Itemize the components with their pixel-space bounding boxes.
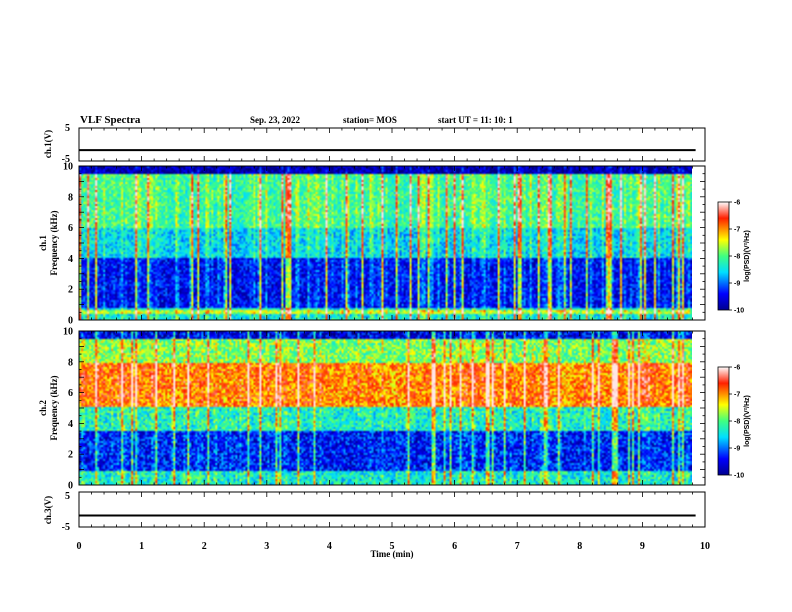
ch2-spectrogram-image: [79, 331, 692, 485]
ch3-voltage-frame: [78, 491, 706, 528]
colorbar-tick-label: -7: [734, 392, 740, 399]
ch2-colorbar-ticks: -6 -7 -8 -9 -10: [729, 365, 744, 480]
ch1-spectrogram-ylabel: Frequency (kHz): [49, 210, 59, 275]
frequency-tick-label: 0: [68, 316, 73, 327]
ch1-ytick-bottom: -5: [62, 154, 70, 165]
ch1-voltage-panel: 5 -5 ch.1(V): [43, 123, 706, 165]
frequency-tick-label: 8: [68, 357, 73, 368]
frequency-tick-label: 8: [68, 192, 73, 203]
ch1-spectrogram-ticks: 0 2 4 6 8 10: [63, 162, 706, 327]
time-axis-tick-labels: 0 1 2 3 4 5 6 7 8 9 10: [77, 541, 711, 552]
frequency-tick-label: 4: [68, 254, 73, 265]
time-axis-label: Time (min): [370, 549, 413, 559]
ch2-colorbar-label: log(PSD)(V²/Hz): [744, 395, 751, 447]
start-time-label: start UT = 11: 10: 1: [438, 115, 513, 125]
colorbar-tick-label: -6: [734, 200, 740, 207]
ch2-colorbar-scale: [717, 366, 730, 476]
frequency-tick-label: 0: [68, 481, 73, 492]
frequency-tick-label: 2: [68, 450, 73, 461]
frequency-tick-label: 10: [63, 327, 73, 338]
colorbar-tick-label: -8: [734, 254, 740, 261]
ch2-spectrogram-ylabel: Frequency (kHz): [49, 375, 59, 440]
ch1-colorbar: -6 -7 -8 -9 -10 log(PSD)(V²/Hz): [717, 200, 751, 315]
frequency-tick-label: 6: [68, 223, 73, 234]
ch1-voltage-xticks: [78, 128, 706, 161]
colorbar-tick-label: -10: [734, 473, 744, 480]
ch1-spectrogram-ylabel-channel: ch.1: [38, 235, 48, 251]
time-axis-tick-label: 10: [700, 541, 710, 552]
time-axis-tick-label: 9: [640, 541, 645, 552]
ch3-ytick-top: 5: [65, 491, 70, 502]
ch2-spectrogram-panel: 0 2 4 6 8 10 ch.2 Frequency (kHz): [38, 327, 706, 492]
colorbar-tick-label: -9: [734, 281, 740, 288]
ch1-ytick-top: 5: [65, 123, 70, 134]
time-axis-tick-label: 8: [577, 541, 582, 552]
station-label: station= MOS: [343, 115, 397, 125]
frequency-tick-label: 10: [63, 162, 73, 173]
ch1-spectrogram-image: [79, 166, 692, 320]
time-axis-tick-label: 1: [139, 541, 144, 552]
colorbar-tick-label: -9: [734, 446, 740, 453]
colorbar-tick-label: -6: [734, 365, 740, 372]
frequency-tick-label: 6: [68, 388, 73, 399]
time-axis-tick-label: 5: [390, 541, 395, 552]
ch1-colorbar-label: log(PSD)(V²/Hz): [744, 230, 751, 282]
frequency-tick-label: 4: [68, 419, 73, 430]
ch2-spectrogram-ylabel-channel: ch.2: [38, 400, 48, 416]
date-label: Sep. 23, 2022: [250, 115, 301, 125]
figure-title: VLF Spectra: [80, 114, 141, 126]
colorbar-tick-label: -8: [734, 419, 740, 426]
ch1-colorbar-ticks: -6 -7 -8 -9 -10: [729, 200, 744, 315]
time-axis-tick-label: 6: [452, 541, 457, 552]
time-axis-tick-label: 7: [515, 541, 520, 552]
ch3-voltage-ylabel: ch.3(V): [43, 496, 53, 524]
ch1-voltage-ylabel: ch.1(V): [43, 130, 53, 158]
ch1-spectrogram-panel: 0 2 4 6 8 10 ch.1 Frequency (kHz): [38, 162, 706, 327]
colorbar-tick-label: -7: [734, 227, 740, 234]
ch2-colorbar: -6 -7 -8 -9 -10 log(PSD)(V²/Hz): [717, 365, 751, 480]
time-axis-tick-label: 2: [202, 541, 207, 552]
ch3-voltage-xticks: [78, 492, 706, 527]
ch3-ytick-bottom: -5: [62, 522, 70, 533]
time-axis-tick-label: 3: [264, 541, 269, 552]
colorbar-tick-label: -10: [734, 308, 744, 315]
ch1-colorbar-scale: [717, 201, 730, 311]
time-axis-tick-label: 4: [327, 541, 332, 552]
ch3-voltage-panel: 5 -5 ch.3(V): [43, 491, 706, 533]
time-axis-tick-label: 0: [77, 541, 82, 552]
ch2-spectrogram-ticks: 0 2 4 6 8 10: [63, 327, 706, 492]
frequency-tick-label: 2: [68, 285, 73, 296]
